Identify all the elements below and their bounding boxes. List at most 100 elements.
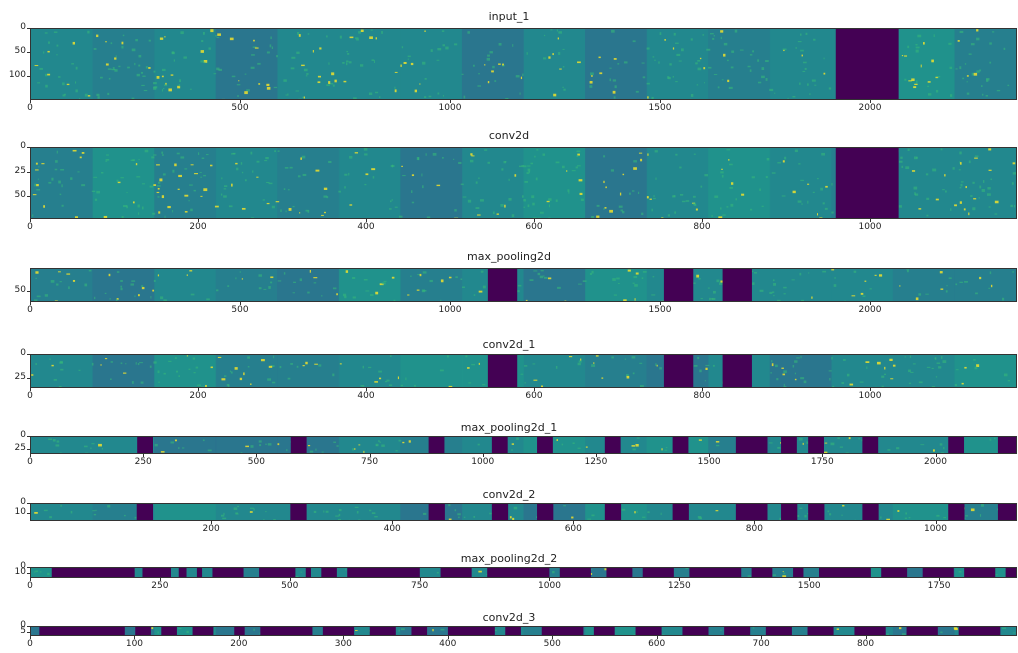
feature-speck: [301, 155, 306, 159]
feature-speck: [300, 157, 302, 160]
feature-speck: [655, 177, 657, 180]
feature-speck: [720, 171, 724, 174]
feature-speck: [918, 293, 922, 296]
feature-speck: [533, 270, 538, 272]
feature-speck: [457, 513, 461, 516]
feature-speck: [284, 167, 289, 169]
feature-speck: [256, 160, 260, 163]
x-tick-mark: [534, 219, 535, 222]
feature-speck: [803, 61, 807, 64]
feature-speck: [605, 186, 607, 189]
feature-speck: [715, 510, 719, 512]
feature-speck: [578, 360, 582, 363]
feature-speck: [667, 214, 671, 217]
feature-tile: [954, 355, 1016, 387]
feature-speck: [918, 208, 922, 210]
feature-speck: [799, 507, 803, 510]
feature-speck: [800, 179, 804, 182]
feature-speck: [432, 628, 434, 632]
feature-speck: [622, 173, 625, 176]
feature-speck: [270, 281, 273, 284]
feature-speck: [920, 64, 922, 68]
feature-speck: [87, 30, 90, 34]
feature-speck: [378, 440, 380, 443]
feature-speck: [797, 40, 802, 43]
feature-speck: [566, 170, 568, 172]
feature-speck: [533, 379, 538, 381]
feature-speck: [940, 148, 943, 151]
feature-speck: [692, 282, 696, 284]
feature-speck: [925, 173, 929, 176]
feature-speck: [478, 570, 482, 573]
feature-speck: [484, 149, 488, 151]
feature-speck: [693, 153, 696, 155]
feature-speck: [389, 200, 392, 203]
feature-speck: [577, 447, 581, 449]
dead-channel-block: [447, 627, 495, 635]
x-tick-mark: [30, 636, 31, 639]
feature-speck: [35, 277, 38, 279]
feature-speck: [548, 198, 552, 201]
feature-speck: [157, 181, 161, 184]
feature-map-image: [31, 437, 1016, 453]
feature-speck: [123, 372, 127, 374]
y-tick-mark: [27, 354, 30, 355]
x-tick-mark: [198, 219, 199, 222]
panel-title: conv2d_3: [482, 611, 536, 624]
dead-channel-block: [606, 568, 633, 577]
feature-speck: [182, 447, 185, 449]
feature-speck: [345, 270, 349, 273]
feature-speck: [954, 384, 957, 387]
feature-speck: [641, 277, 644, 279]
feature-speck: [272, 381, 276, 384]
feature-speck: [315, 169, 320, 172]
feature-speck: [250, 217, 255, 218]
dead-channel-block: [136, 504, 153, 520]
feature-speck: [75, 66, 78, 70]
feature-speck: [287, 93, 289, 95]
feature-speck: [596, 204, 600, 207]
dead-channel-block: [689, 568, 742, 577]
feature-speck: [591, 514, 595, 517]
dead-channel-block: [663, 269, 694, 301]
feature-speck: [647, 153, 649, 156]
feature-speck: [768, 442, 773, 444]
feature-speck: [642, 76, 646, 79]
feature-tile: [646, 148, 709, 218]
feature-speck: [901, 165, 904, 169]
dead-channel-block: [735, 437, 768, 453]
feature-speck: [264, 443, 268, 445]
feature-speck: [136, 73, 140, 77]
y-tick-label: 0: [20, 620, 26, 630]
feature-map-image: [31, 269, 1016, 301]
feature-speck: [492, 211, 495, 215]
feature-speck: [369, 36, 373, 39]
dead-channel-block: [487, 568, 550, 577]
feature-speck: [774, 92, 776, 94]
feature-speck: [57, 271, 61, 273]
feature-speck: [619, 192, 622, 196]
feature-speck: [283, 272, 286, 275]
feature-speck: [761, 205, 764, 207]
feature-speck: [202, 31, 205, 35]
feature-speck: [193, 189, 196, 192]
feature-speck: [112, 67, 115, 70]
feature-speck: [290, 363, 293, 365]
feature-speck: [498, 63, 501, 65]
feature-speck: [95, 509, 97, 511]
feature-speck: [62, 94, 66, 97]
feature-speck: [460, 278, 463, 280]
y-tick-mark: [27, 171, 30, 173]
feature-speck: [35, 162, 38, 165]
feature-speck: [965, 186, 967, 189]
feature-speck: [58, 180, 61, 184]
feature-speck: [572, 442, 575, 445]
x-tick-mark: [809, 578, 811, 581]
feature-speck: [213, 73, 217, 75]
feature-speck: [623, 299, 627, 301]
feature-speck: [402, 441, 405, 444]
feature-speck: [471, 363, 476, 366]
feature-speck: [672, 47, 675, 50]
feature-speck: [297, 31, 300, 35]
feature-speck: [568, 191, 570, 194]
